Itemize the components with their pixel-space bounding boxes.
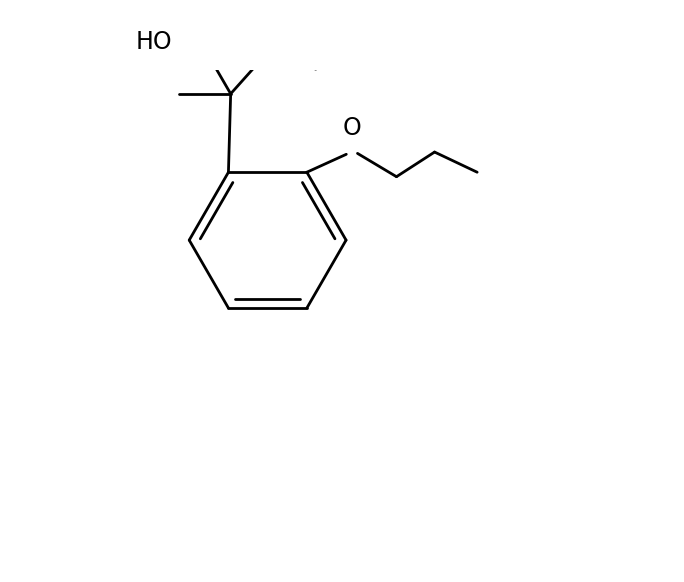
Text: HO: HO — [136, 30, 172, 54]
Text: O: O — [342, 115, 361, 140]
